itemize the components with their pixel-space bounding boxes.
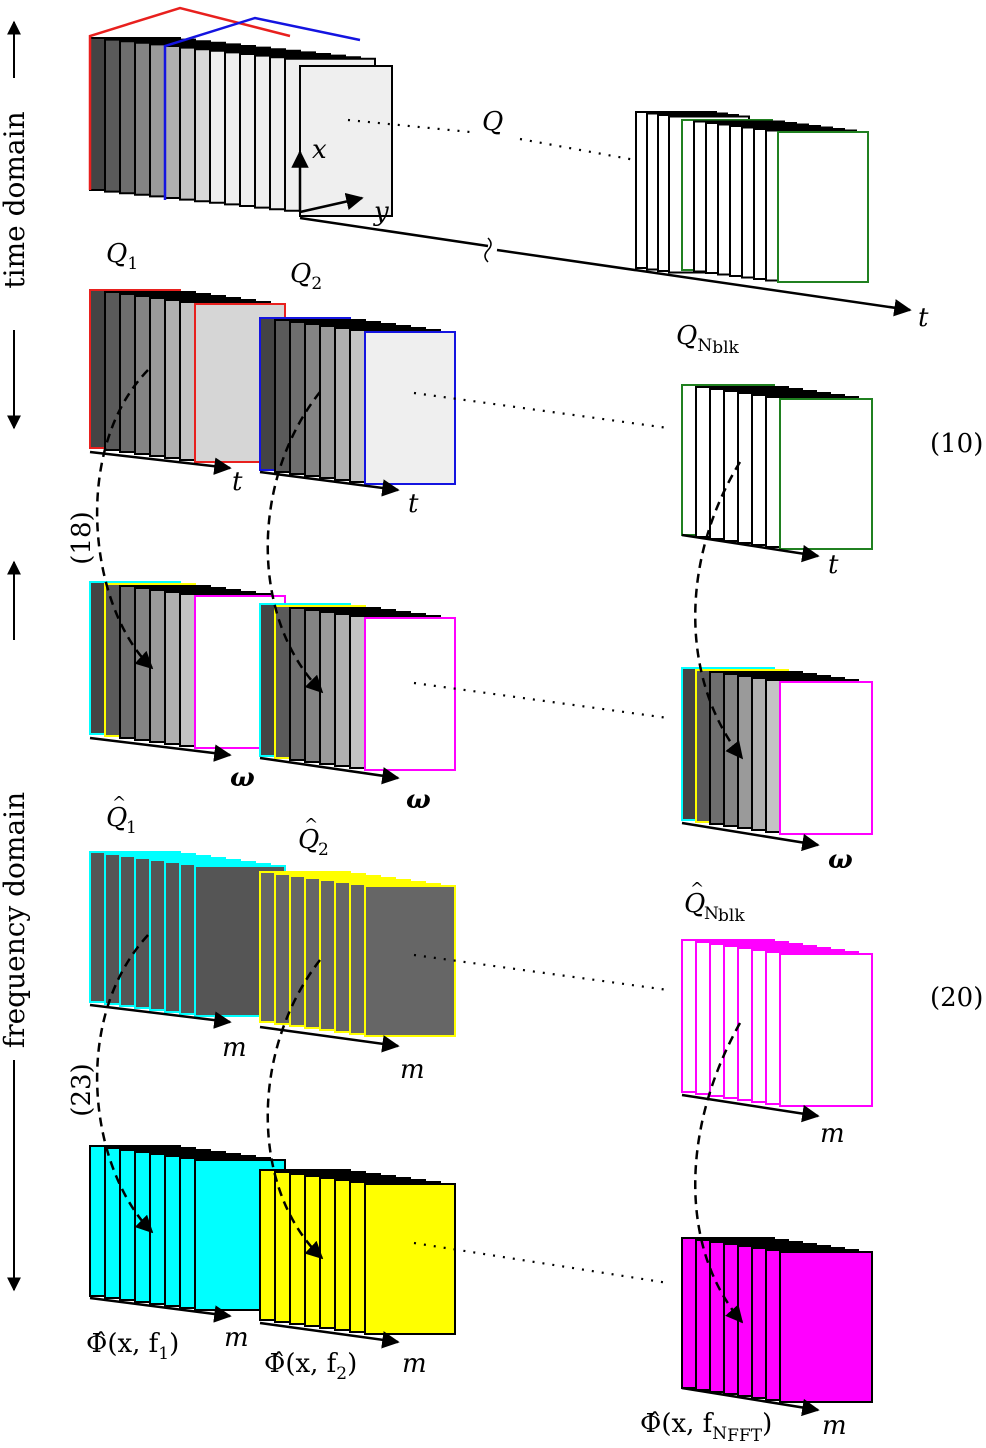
omega-label-1: ω: [230, 763, 255, 793]
frequency-domain-label: frequency domain: [0, 792, 31, 1048]
eq18-label: (18): [67, 511, 97, 564]
svg-text:1: 1: [126, 818, 137, 838]
qhatn-block-slice: [779, 953, 873, 1107]
t-label-n: t: [828, 550, 839, 580]
y-axis-arrow: [299, 192, 364, 214]
t-label-1: t: [232, 467, 243, 497]
omega-label-n: ω: [828, 845, 853, 875]
qn-block-slice: [779, 398, 873, 550]
qhatn-label: Q ^ N blk: [684, 879, 745, 926]
phin-label: Φ̂(x, fNFFT): [640, 1409, 772, 1443]
q1-label: Q1: [106, 239, 138, 274]
phi1-label: Φ̂(x, f1): [86, 1329, 179, 1364]
m-label-1: m: [222, 1033, 247, 1063]
q2-block-slice: [364, 331, 456, 485]
svg-text:blk: blk: [718, 906, 745, 926]
q1-outline: [88, 6, 291, 190]
m-label-2: m: [400, 1055, 425, 1085]
q-end-block-slice: [777, 131, 869, 283]
svg-text:^: ^: [112, 793, 126, 813]
t-label-2: t: [408, 489, 419, 519]
qhat2-label: Q ^ 2: [298, 815, 329, 860]
t-main-label: t: [918, 303, 929, 333]
svg-text:Q: Q: [684, 889, 705, 919]
omega-block-2-slice: [364, 617, 456, 771]
q2-label: Q2: [290, 259, 322, 294]
phi2-label: Φ̂(x, f2): [264, 1349, 357, 1384]
q-label: Q: [482, 107, 503, 137]
q2-outline: [163, 16, 361, 200]
time-domain-label: time domain: [0, 111, 31, 288]
m-label-4b: m: [402, 1349, 427, 1379]
svg-text:N: N: [704, 904, 719, 924]
omega-block-n-slice: [779, 681, 873, 835]
slices-layer: [88, 6, 873, 1403]
time-axis: [299, 216, 912, 317]
eq23-label: (23): [67, 1063, 97, 1116]
qn-label: QNblk: [676, 321, 740, 358]
svg-text:^: ^: [690, 879, 704, 899]
omega-label-2: ω: [406, 785, 431, 815]
qhat1-label: Q ^ 1: [106, 793, 137, 838]
m-label-4n: m: [822, 1411, 847, 1441]
svg-text:Q: Q: [298, 825, 319, 855]
phin-block-slice: [779, 1251, 873, 1403]
svg-text:2: 2: [318, 840, 329, 860]
x-label: x: [312, 135, 327, 165]
eq10-label: (10): [930, 429, 983, 459]
dashed-arrows: [95, 369, 744, 1324]
m-label-n: m: [820, 1119, 845, 1149]
phi2-block-slice: [364, 1183, 456, 1335]
dotted-connectors: [347, 118, 669, 1285]
eq20-label: (20): [930, 983, 983, 1013]
y-label: y: [373, 197, 389, 227]
qhat2-block-slice: [364, 885, 456, 1037]
svg-text:^: ^: [304, 815, 318, 835]
svg-text:Q: Q: [106, 803, 127, 833]
m-label-4a: m: [224, 1323, 249, 1353]
block-axes: [89, 450, 820, 1417]
